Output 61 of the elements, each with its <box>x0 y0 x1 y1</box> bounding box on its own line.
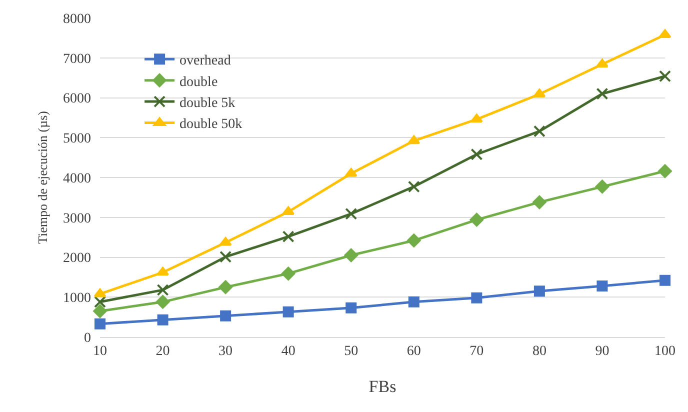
point <box>471 292 482 304</box>
point <box>94 296 106 308</box>
point <box>659 70 671 82</box>
point <box>282 206 295 216</box>
y-tick-label: 7000 <box>63 52 91 67</box>
legend-label: double <box>180 74 218 90</box>
point <box>407 234 421 248</box>
point <box>156 284 169 296</box>
point <box>344 248 358 262</box>
point <box>408 180 420 193</box>
point <box>658 164 672 178</box>
point <box>156 266 169 276</box>
y-tick-label: 5000 <box>63 132 91 147</box>
legend-label: overhead <box>180 54 231 69</box>
point <box>660 274 670 286</box>
point <box>282 230 294 243</box>
x-tick-label: 10 <box>93 344 107 359</box>
point <box>220 310 232 322</box>
point <box>345 208 358 220</box>
point <box>595 180 610 194</box>
point <box>470 148 483 160</box>
x-tick-label: 20 <box>156 344 170 359</box>
point <box>218 280 232 294</box>
point <box>94 318 106 330</box>
point <box>156 295 170 309</box>
y-tick-label: 2000 <box>63 251 91 266</box>
point <box>93 304 107 318</box>
y-tick-label: 4000 <box>63 171 91 186</box>
x-tick-label: 30 <box>218 344 233 359</box>
x-tick-label: 50 <box>344 344 358 359</box>
point <box>408 296 420 308</box>
y-tick-label: 6000 <box>63 92 91 107</box>
point <box>470 114 483 123</box>
x-tick-label: 80 <box>532 344 546 359</box>
point <box>346 302 357 314</box>
point <box>220 250 232 263</box>
point <box>596 88 608 100</box>
x-axis-title: FBs <box>368 377 396 396</box>
x-tick-label: 40 <box>281 344 296 359</box>
legend-label: double 50k <box>180 117 242 132</box>
point <box>533 125 546 138</box>
y-tick-label: 0 <box>84 330 91 346</box>
legend-label: double 5k <box>180 96 236 111</box>
point <box>281 266 296 280</box>
point <box>534 286 545 297</box>
y-axis-title: Tiempo de ejecución (µs) <box>34 110 50 244</box>
x-tick-label: 60 <box>406 344 421 359</box>
x-tick-label: 100 <box>654 344 676 359</box>
y-tick-label: 1000 <box>63 291 91 306</box>
x-tick-label: 90 <box>595 344 610 359</box>
point <box>470 212 484 227</box>
point <box>282 306 294 318</box>
y-tick-label: 3000 <box>63 211 91 226</box>
point <box>532 195 546 210</box>
point <box>596 58 608 68</box>
point <box>94 288 106 298</box>
x-tick-label: 70 <box>470 344 484 359</box>
point <box>157 314 168 326</box>
point <box>596 280 608 292</box>
y-tick-label: 8000 <box>63 12 91 27</box>
point <box>408 135 420 144</box>
